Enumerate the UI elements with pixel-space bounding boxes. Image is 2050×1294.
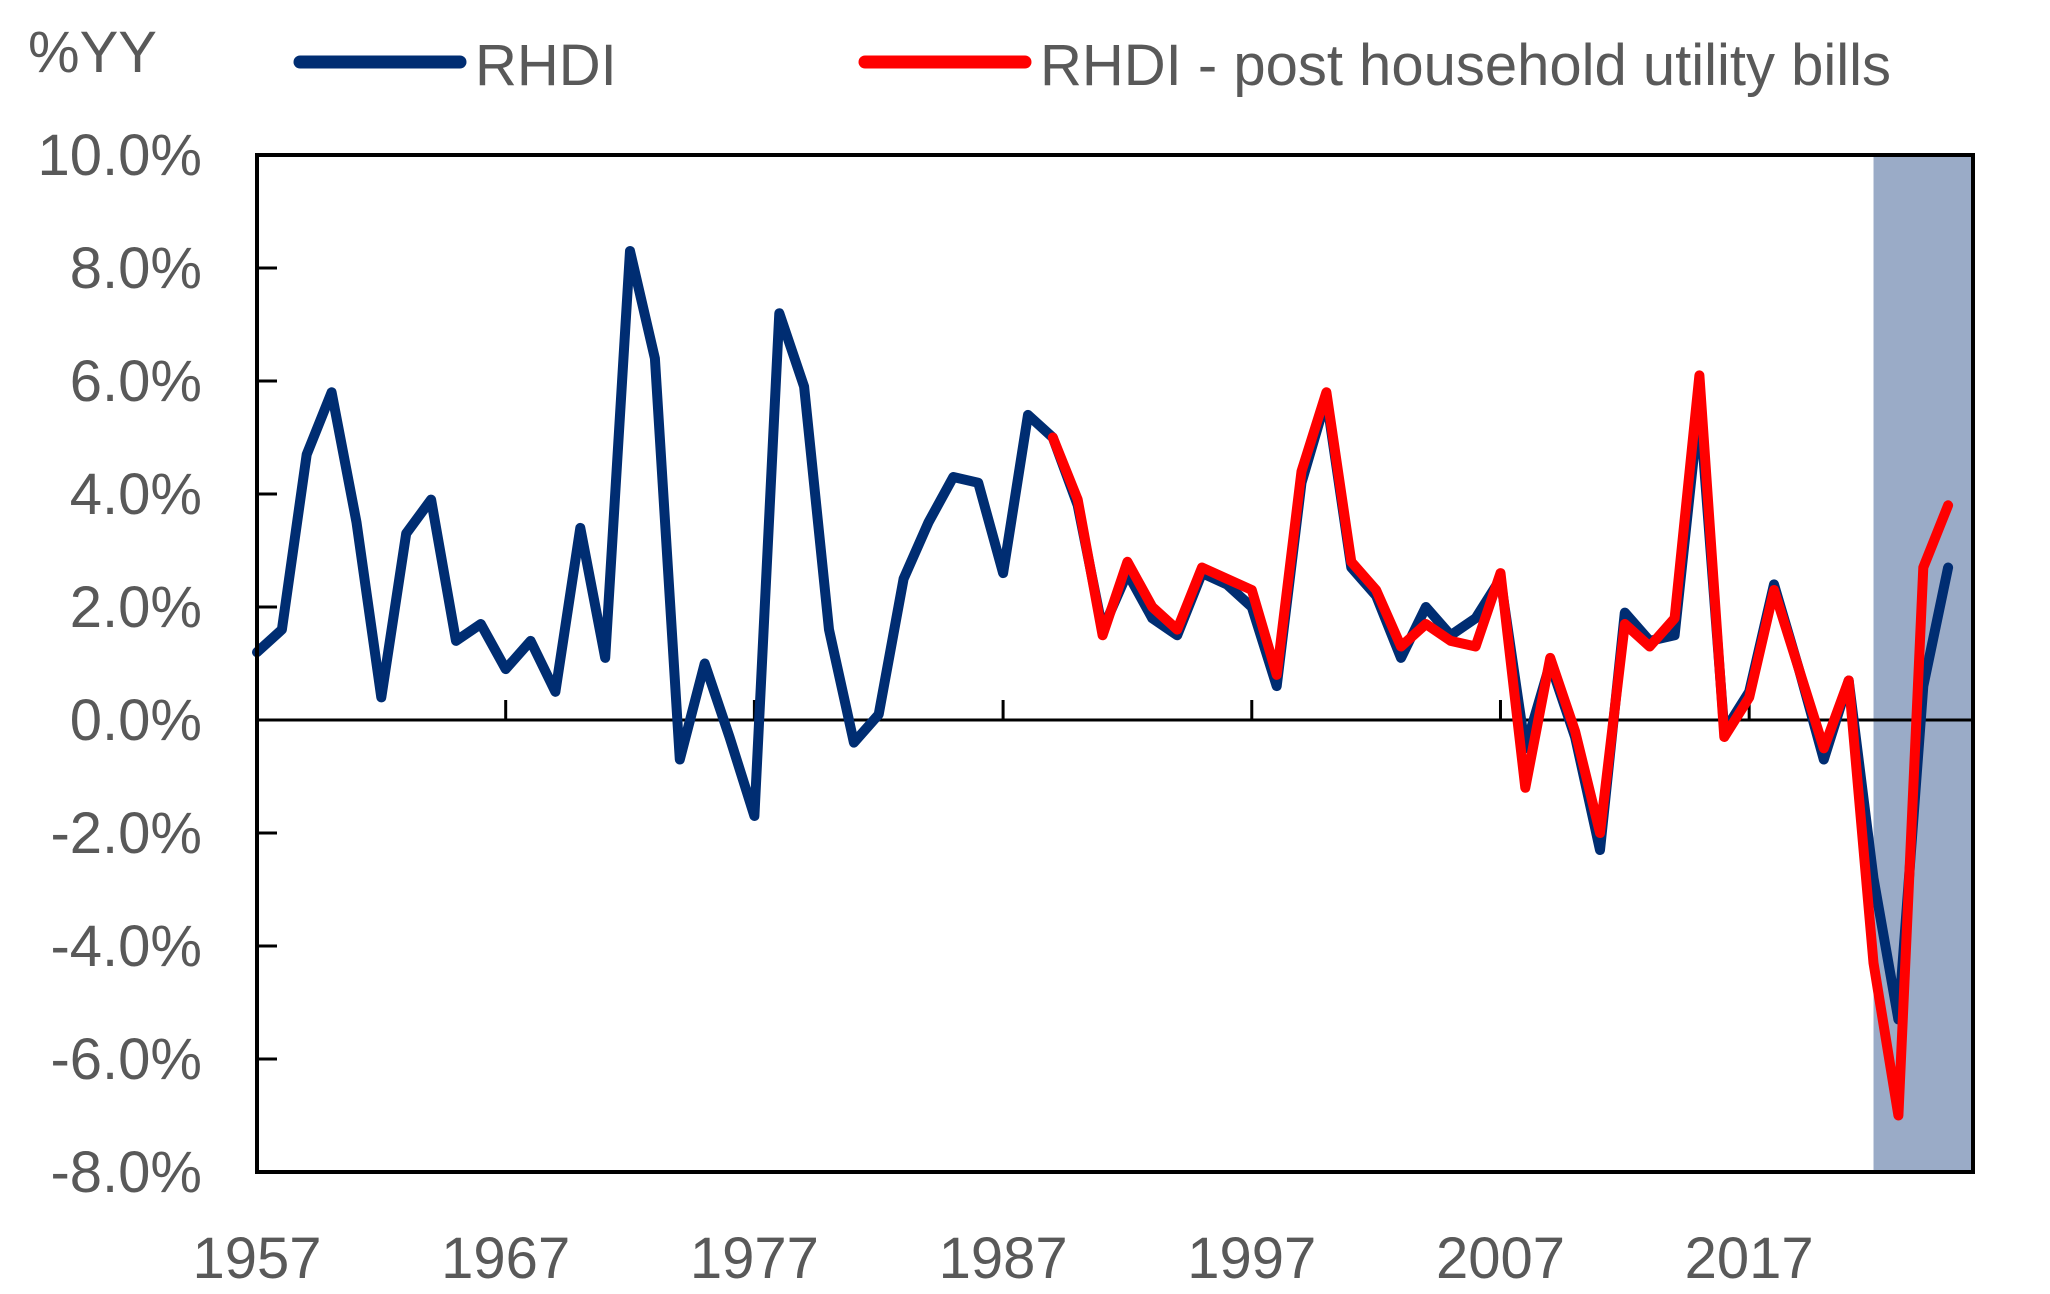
series-lines: [252, 246, 1954, 1121]
y-axis-tick-labels: 10.0% 8.0% 6.0% 4.0% 2.0% 0.0% -2.0% -4.0% -6.0%…: [38, 123, 202, 1205]
y-tick-label: 8.0%: [70, 236, 202, 301]
x-tick-label: 1957: [192, 1226, 321, 1291]
y-tick-label: 10.0%: [38, 123, 202, 188]
y-axis-ticks: [257, 153, 277, 1174]
x-tick-label: 1967: [441, 1226, 570, 1291]
x-tick-label: 1987: [939, 1226, 1068, 1291]
y-tick-label: 4.0%: [70, 462, 202, 527]
y-tick-label: 0.0%: [70, 688, 202, 753]
x-tick-label: 1977: [690, 1226, 819, 1291]
legend: RHDI RHDI - post household utility bills: [293, 33, 1891, 98]
legend-label-rhdi-post-utility: RHDI - post household utility bills: [1040, 33, 1891, 98]
y-tick-label: -4.0%: [50, 914, 202, 979]
y-tick-label: -8.0%: [50, 1140, 202, 1205]
plot-area-border: [255, 153, 1975, 1174]
y-tick-label: 2.0%: [70, 575, 202, 640]
legend-label-rhdi: RHDI: [475, 33, 617, 98]
x-axis-tick-labels: 1957 1967 1977 1987 1997 2007 2017: [192, 1226, 1813, 1291]
x-tick-label: 2017: [1685, 1226, 1814, 1291]
y-tick-label: -2.0%: [50, 801, 202, 866]
y-tick-label: 6.0%: [70, 349, 202, 414]
x-tick-label: 1997: [1187, 1226, 1316, 1291]
series-line-rhdi-post-utility: [1047, 370, 1954, 1121]
y-axis-unit-label: %YY: [28, 20, 157, 85]
x-tick-label: 2007: [1436, 1226, 1565, 1291]
y-tick-label: -6.0%: [50, 1027, 202, 1092]
